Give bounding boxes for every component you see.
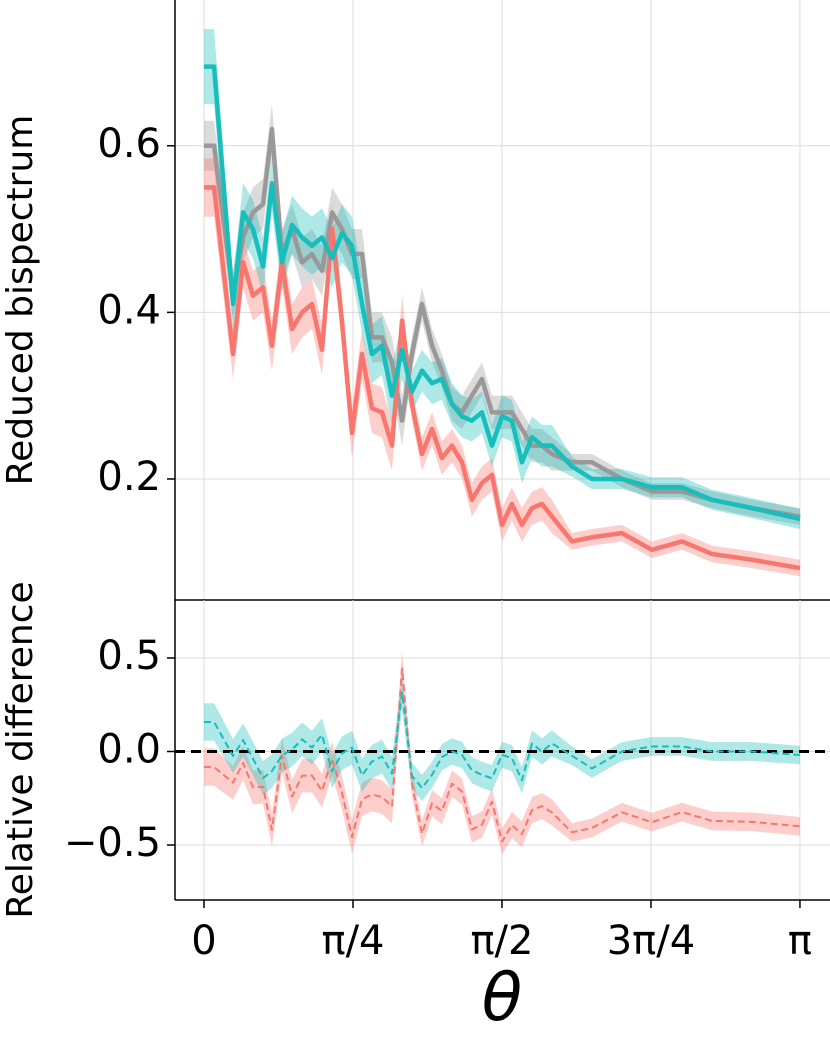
y-tick-label: 0.0 xyxy=(97,726,161,772)
series-line xyxy=(204,64,801,522)
x-tick-label: π/4 xyxy=(321,918,384,964)
y-tick-label: 0.6 xyxy=(97,121,161,167)
plot-area xyxy=(175,651,830,855)
y-tick-label: 0.5 xyxy=(97,633,161,679)
x-axis-label: θ xyxy=(482,959,522,1036)
x-tick-label: π/2 xyxy=(470,918,533,964)
x-tick-label: 0 xyxy=(191,918,216,964)
series-line xyxy=(204,691,801,789)
plot-area xyxy=(204,29,801,577)
x-tick-label: π xyxy=(788,918,812,964)
y-tick-label: −0.5 xyxy=(64,820,161,866)
series-line xyxy=(204,667,801,843)
y-tick-label: 0.4 xyxy=(97,287,161,333)
y-axis-label: Relative difference xyxy=(0,581,41,918)
error-band xyxy=(204,29,801,529)
x-tick-label: 3π/4 xyxy=(607,918,695,964)
y-tick-label: 0.2 xyxy=(97,454,161,500)
y-axis-label: Reduced bispectrum xyxy=(0,115,41,486)
